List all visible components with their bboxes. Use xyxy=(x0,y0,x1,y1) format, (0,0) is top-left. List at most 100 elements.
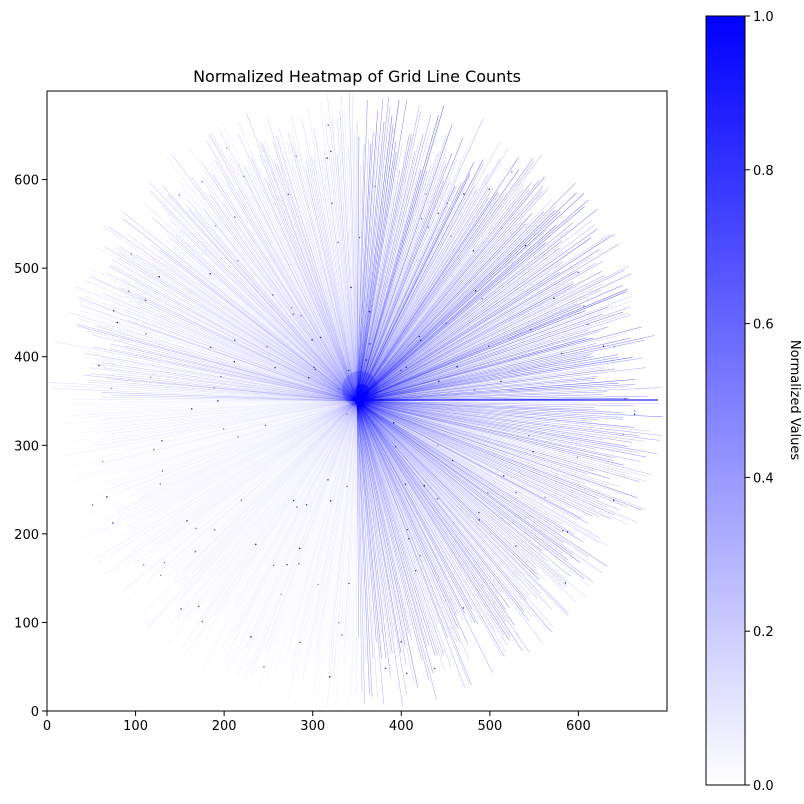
heat-ray xyxy=(356,400,564,555)
heat-ray xyxy=(356,182,463,402)
heat-ray xyxy=(240,400,358,606)
heat-ray xyxy=(333,400,358,675)
heat-speck xyxy=(474,290,477,292)
heat-speck xyxy=(236,260,239,262)
heat-speck xyxy=(419,555,421,557)
heat-ray xyxy=(356,136,360,402)
heat-ray xyxy=(302,400,358,667)
heat-speck xyxy=(446,202,448,205)
heat-ray xyxy=(356,98,384,402)
heat-ray xyxy=(356,400,363,695)
y-tick-label: 200 xyxy=(14,528,39,543)
heat-ray xyxy=(191,176,358,402)
heat-speck xyxy=(299,547,301,550)
heat-ray xyxy=(110,264,358,402)
heat-ray xyxy=(356,184,468,402)
heat-speck xyxy=(515,545,517,547)
heat-ray xyxy=(92,400,358,434)
heat-ray xyxy=(326,400,358,709)
heat-ray xyxy=(356,400,415,686)
heat-ray xyxy=(356,188,478,402)
heat-ray xyxy=(259,400,358,685)
colorbar-ticks: 0.0 0.2 0.4 0.6 0.8 1.0 xyxy=(745,10,774,794)
heat-speck xyxy=(201,620,203,623)
heat-ray xyxy=(356,176,546,402)
heat-ray xyxy=(356,237,592,402)
heat-ray xyxy=(356,400,374,659)
heat-speck xyxy=(116,321,119,324)
heat-ray xyxy=(356,291,627,402)
heat-ray xyxy=(356,400,544,644)
heat-ray xyxy=(356,240,563,402)
heat-ray xyxy=(356,209,598,402)
heat-speck xyxy=(337,388,340,390)
heat-ray xyxy=(356,228,570,402)
heat-ray xyxy=(247,166,358,402)
plot-frame xyxy=(46,90,668,712)
heat-ray xyxy=(82,356,358,402)
heat-speck xyxy=(209,273,211,275)
heat-ray xyxy=(267,181,358,402)
heat-ray xyxy=(356,400,395,638)
heat-ray xyxy=(356,141,501,402)
y-tick-label: 500 xyxy=(14,262,39,277)
heat-ray xyxy=(286,142,358,402)
heat-ray xyxy=(356,400,413,641)
heat-ray xyxy=(186,198,358,402)
heat-ray xyxy=(356,400,638,499)
heat-ray xyxy=(103,400,358,484)
heat-ray xyxy=(339,110,358,402)
y-tick-label: 400 xyxy=(14,351,39,366)
y-axis: 0 100 200 300 400 500 600 xyxy=(14,174,47,720)
heat-speck xyxy=(161,470,164,472)
heat-ray xyxy=(264,400,358,655)
heat-ray xyxy=(356,186,457,402)
heat-ray xyxy=(356,159,457,402)
heat-speck xyxy=(91,504,94,506)
heat-ray xyxy=(233,400,358,666)
heat-speck xyxy=(560,352,563,355)
heat-ray xyxy=(356,400,530,653)
heat-ray xyxy=(150,244,358,402)
heat-ray xyxy=(356,96,389,402)
heat-ray xyxy=(182,400,358,573)
heat-ray xyxy=(209,164,358,402)
heat-ray xyxy=(356,131,374,402)
heat-ray xyxy=(354,133,358,402)
heat-ray xyxy=(356,400,470,661)
heat-speck xyxy=(295,155,297,157)
heat-ray xyxy=(356,99,408,402)
heat-ray xyxy=(133,400,358,539)
heat-core xyxy=(355,384,369,398)
heat-speck xyxy=(562,529,564,532)
heat-speck xyxy=(214,225,217,227)
heat-ray xyxy=(356,386,630,402)
heat-ray xyxy=(223,400,358,649)
heat-ray xyxy=(356,366,604,402)
heat-ray xyxy=(356,400,658,455)
heat-speck xyxy=(472,250,475,252)
heat-ray xyxy=(356,306,631,402)
heat-speck xyxy=(576,456,579,458)
heat-ray xyxy=(356,170,428,402)
heat-ray xyxy=(356,221,522,402)
heat-speck xyxy=(374,185,376,187)
heat-ray xyxy=(356,400,596,472)
heat-ray xyxy=(356,121,385,402)
heat-speck xyxy=(234,216,236,218)
heat-ray xyxy=(356,400,360,639)
heat-ray xyxy=(356,188,549,402)
heat-ray xyxy=(356,400,540,581)
heat-speck xyxy=(144,299,147,301)
heat-ray xyxy=(356,265,630,402)
heat-speck xyxy=(406,528,409,531)
heat-speck xyxy=(624,398,626,400)
heat-ray xyxy=(356,400,583,542)
heat-ray xyxy=(99,400,358,532)
heat-ray xyxy=(356,400,526,576)
heat-speck xyxy=(237,436,239,438)
heat-ray xyxy=(127,400,358,528)
heat-ray xyxy=(356,180,444,402)
heat-ray xyxy=(356,400,625,466)
heat-ray xyxy=(160,205,358,402)
